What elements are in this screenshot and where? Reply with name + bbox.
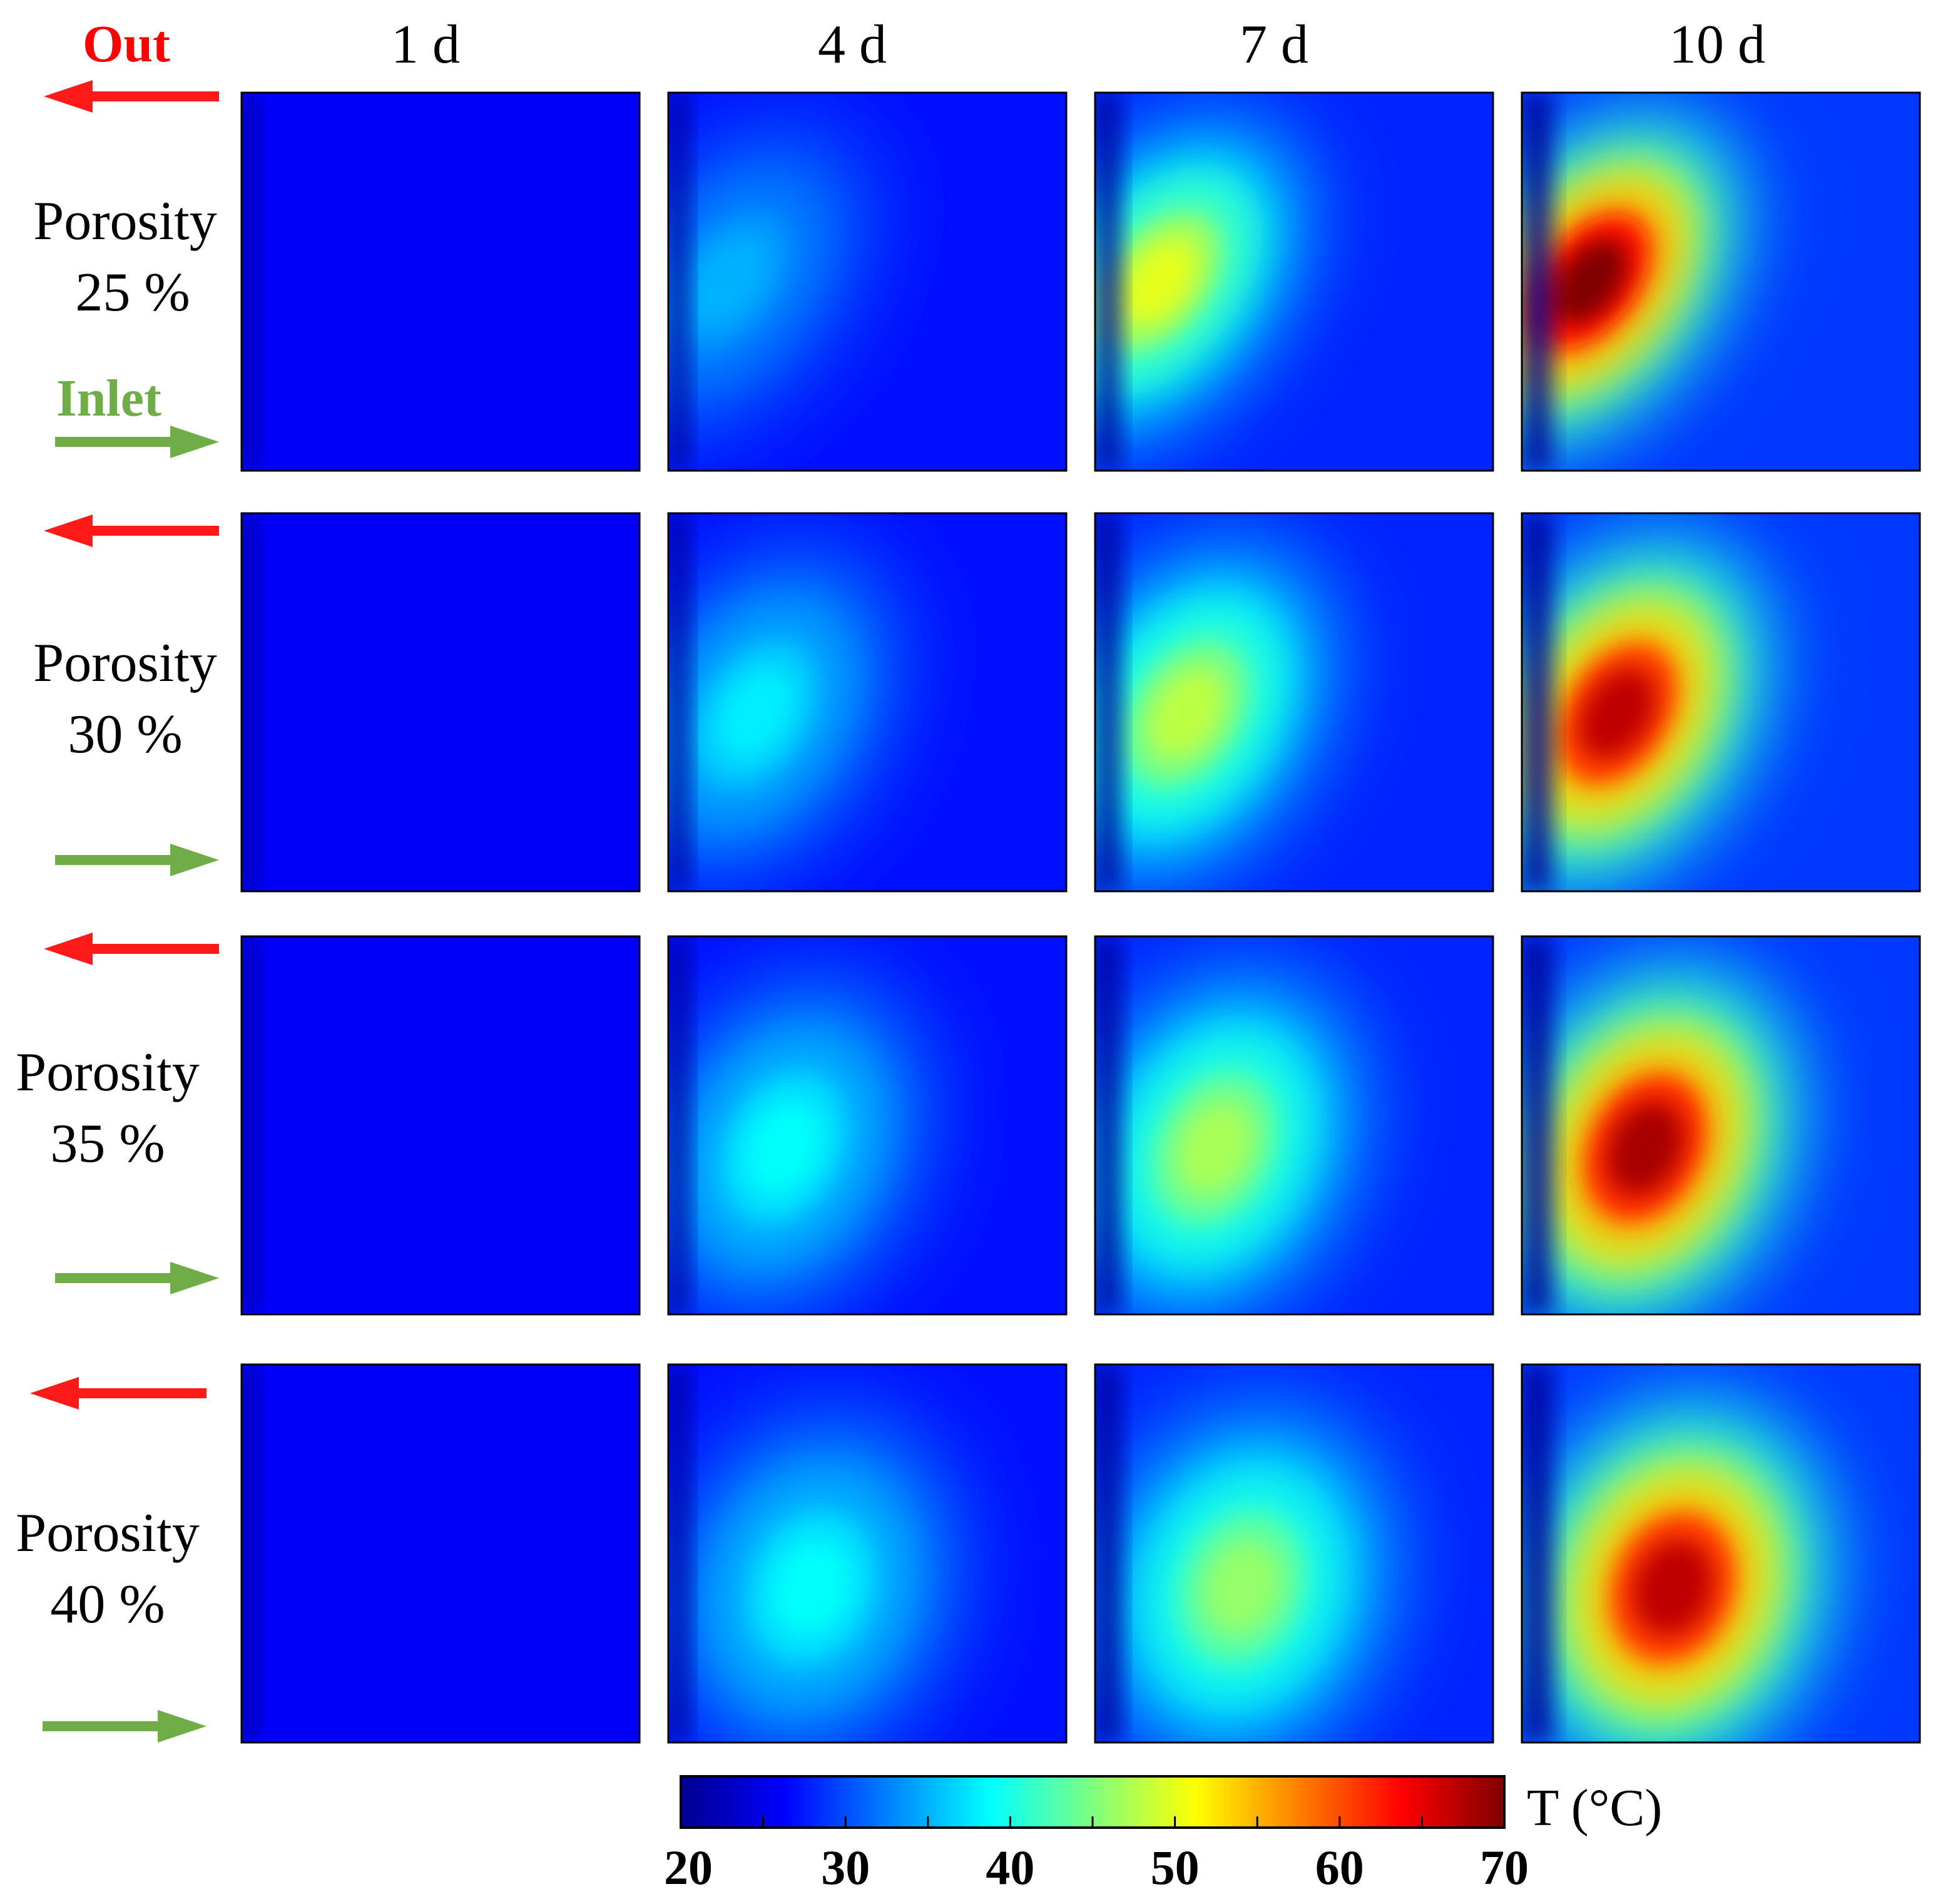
column-label-7d: 7 d xyxy=(1240,14,1308,75)
panel-frame xyxy=(1521,1363,1921,1744)
temperature-contour xyxy=(718,669,793,758)
colorbar-tick-label: 50 xyxy=(1151,1840,1200,1895)
temperature-contour xyxy=(1149,669,1225,758)
heatmap-panel-p40-d7 xyxy=(1094,1363,1494,1744)
colorbar-tick-label: 30 xyxy=(821,1840,870,1895)
panel-background xyxy=(242,936,640,1314)
out-label: Out xyxy=(83,15,170,73)
inlet-wall-cold-strip xyxy=(242,513,257,891)
colorbar-ticks: 20 30 40 50 60 70 xyxy=(664,1816,1529,1895)
panel-frame xyxy=(240,935,641,1316)
panel-frame xyxy=(1094,512,1494,893)
inlet-wall-cold-strip xyxy=(1095,936,1120,1314)
panel-frame xyxy=(240,91,641,472)
heatmap-panel-p30-d7 xyxy=(1094,512,1494,893)
panel-background xyxy=(242,93,640,471)
heatmap-panel-p40-d1 xyxy=(240,1363,641,1744)
inlet-wall-cold-strip xyxy=(1095,1364,1120,1743)
inlet-wall-cold-strip xyxy=(242,93,257,471)
colorbar: 20 30 40 50 60 70 T (°C) xyxy=(664,1775,1662,1895)
row-label-porosity-25: Porosity 25 % xyxy=(33,191,217,323)
panel-frame xyxy=(667,91,1068,472)
heatmap-panel-p35-d4 xyxy=(667,935,1068,1316)
column-labels: 1 d 4 d 7 d 10 d xyxy=(391,14,1765,75)
out-arrow-row-1 xyxy=(44,80,219,113)
column-label-1d: 1 d xyxy=(391,14,460,75)
column-label-4d: 4 d xyxy=(818,14,887,75)
heatmap-panel-p40-d4 xyxy=(667,1363,1068,1744)
panel-frame xyxy=(667,935,1068,1316)
heatmap-panel-p30-d1 xyxy=(240,512,641,893)
inlet-wall-cold-strip xyxy=(668,1364,688,1743)
inlet-wall-cold-strip xyxy=(242,1364,257,1743)
row-label-porosity-30: Porosity 30 % xyxy=(33,633,217,765)
inlet-wall-cold-strip xyxy=(242,936,257,1314)
heatmap-panel-p30-d4 xyxy=(667,512,1068,893)
panel-frame xyxy=(1094,935,1494,1316)
panel-frame xyxy=(240,1363,641,1744)
heatmap-panel-p35-d7 xyxy=(1094,935,1494,1316)
panel-background xyxy=(242,513,640,891)
out-arrow-row-3 xyxy=(44,933,219,965)
panel-frame xyxy=(667,1363,1068,1744)
heatmap-panel-p25-d10 xyxy=(1521,91,1921,472)
temperature-contour xyxy=(1176,1102,1253,1194)
inlet-wall-cold-strip xyxy=(1095,93,1120,471)
temperature-contour xyxy=(745,1102,822,1194)
row-label-porosity-40: Porosity 40 % xyxy=(16,1503,199,1635)
colorbar-tick-label: 60 xyxy=(1315,1840,1364,1895)
row-label-porosity-35: Porosity 35 % xyxy=(16,1042,199,1174)
inlet-wall-cold-strip xyxy=(1522,93,1552,471)
heatmap-panels xyxy=(240,91,1921,1744)
heatmap-panel-p40-d10 xyxy=(1521,1363,1921,1744)
flow-arrows xyxy=(30,80,219,1743)
column-label-10d: 10 d xyxy=(1669,14,1765,75)
temperature-contour xyxy=(690,239,766,324)
colorbar-tick-label: 70 xyxy=(1480,1840,1529,1895)
row-labels: Porosity 25 % Porosity 30 % Porosity 35 % P… xyxy=(16,191,217,1635)
panel-frame xyxy=(1521,935,1921,1316)
out-arrow-row-2 xyxy=(44,514,219,547)
inlet-wall-cold-strip xyxy=(668,936,688,1314)
heatmap-panel-p30-d10 xyxy=(1521,512,1921,893)
inlet-arrow-row-1 xyxy=(55,426,219,458)
heatmap-panel-p35-d1 xyxy=(240,935,641,1316)
panel-frame xyxy=(240,512,641,893)
colorbar-title: T (°C) xyxy=(1527,1779,1662,1837)
temperature-contour xyxy=(1633,1540,1713,1635)
temperature-contour xyxy=(1203,1540,1282,1635)
panel-background xyxy=(242,1364,640,1743)
heatmap-panel-p25-d1 xyxy=(240,91,641,472)
heatmap-panel-p35-d10 xyxy=(1521,935,1921,1316)
panel-frame xyxy=(1521,512,1921,893)
inlet-wall-cold-strip xyxy=(1095,513,1120,891)
inlet-wall-cold-strip xyxy=(668,513,688,891)
inlet-wall-cold-strip xyxy=(1522,513,1552,891)
out-arrow-row-4 xyxy=(30,1377,207,1410)
panel-frame xyxy=(667,512,1068,893)
inlet-arrow-row-4 xyxy=(43,1710,207,1743)
colorbar-tick-label: 40 xyxy=(986,1840,1034,1895)
inlet-wall-cold-strip xyxy=(1522,936,1552,1314)
inlet-wall-cold-strip xyxy=(1522,1364,1552,1743)
inlet-wall-cold-strip xyxy=(668,93,688,471)
temperature-contour xyxy=(1579,669,1655,758)
panel-frame xyxy=(1094,91,1494,472)
panel-frame xyxy=(1094,1363,1494,1744)
colorbar-tick-label: 20 xyxy=(664,1840,713,1895)
heatmap-panel-p25-d4 xyxy=(667,91,1068,472)
temperature-contour xyxy=(1121,239,1196,324)
temperature-contour xyxy=(1551,239,1628,324)
heatmap-panel-p25-d7 xyxy=(1094,91,1494,472)
inlet-arrow-row-3 xyxy=(55,1262,219,1294)
temperature-contour xyxy=(772,1540,851,1635)
temperature-contour xyxy=(1607,1102,1683,1194)
inlet-label: Inlet xyxy=(56,369,161,427)
inlet-arrow-row-2 xyxy=(55,844,219,876)
panel-frame xyxy=(1521,91,1921,472)
